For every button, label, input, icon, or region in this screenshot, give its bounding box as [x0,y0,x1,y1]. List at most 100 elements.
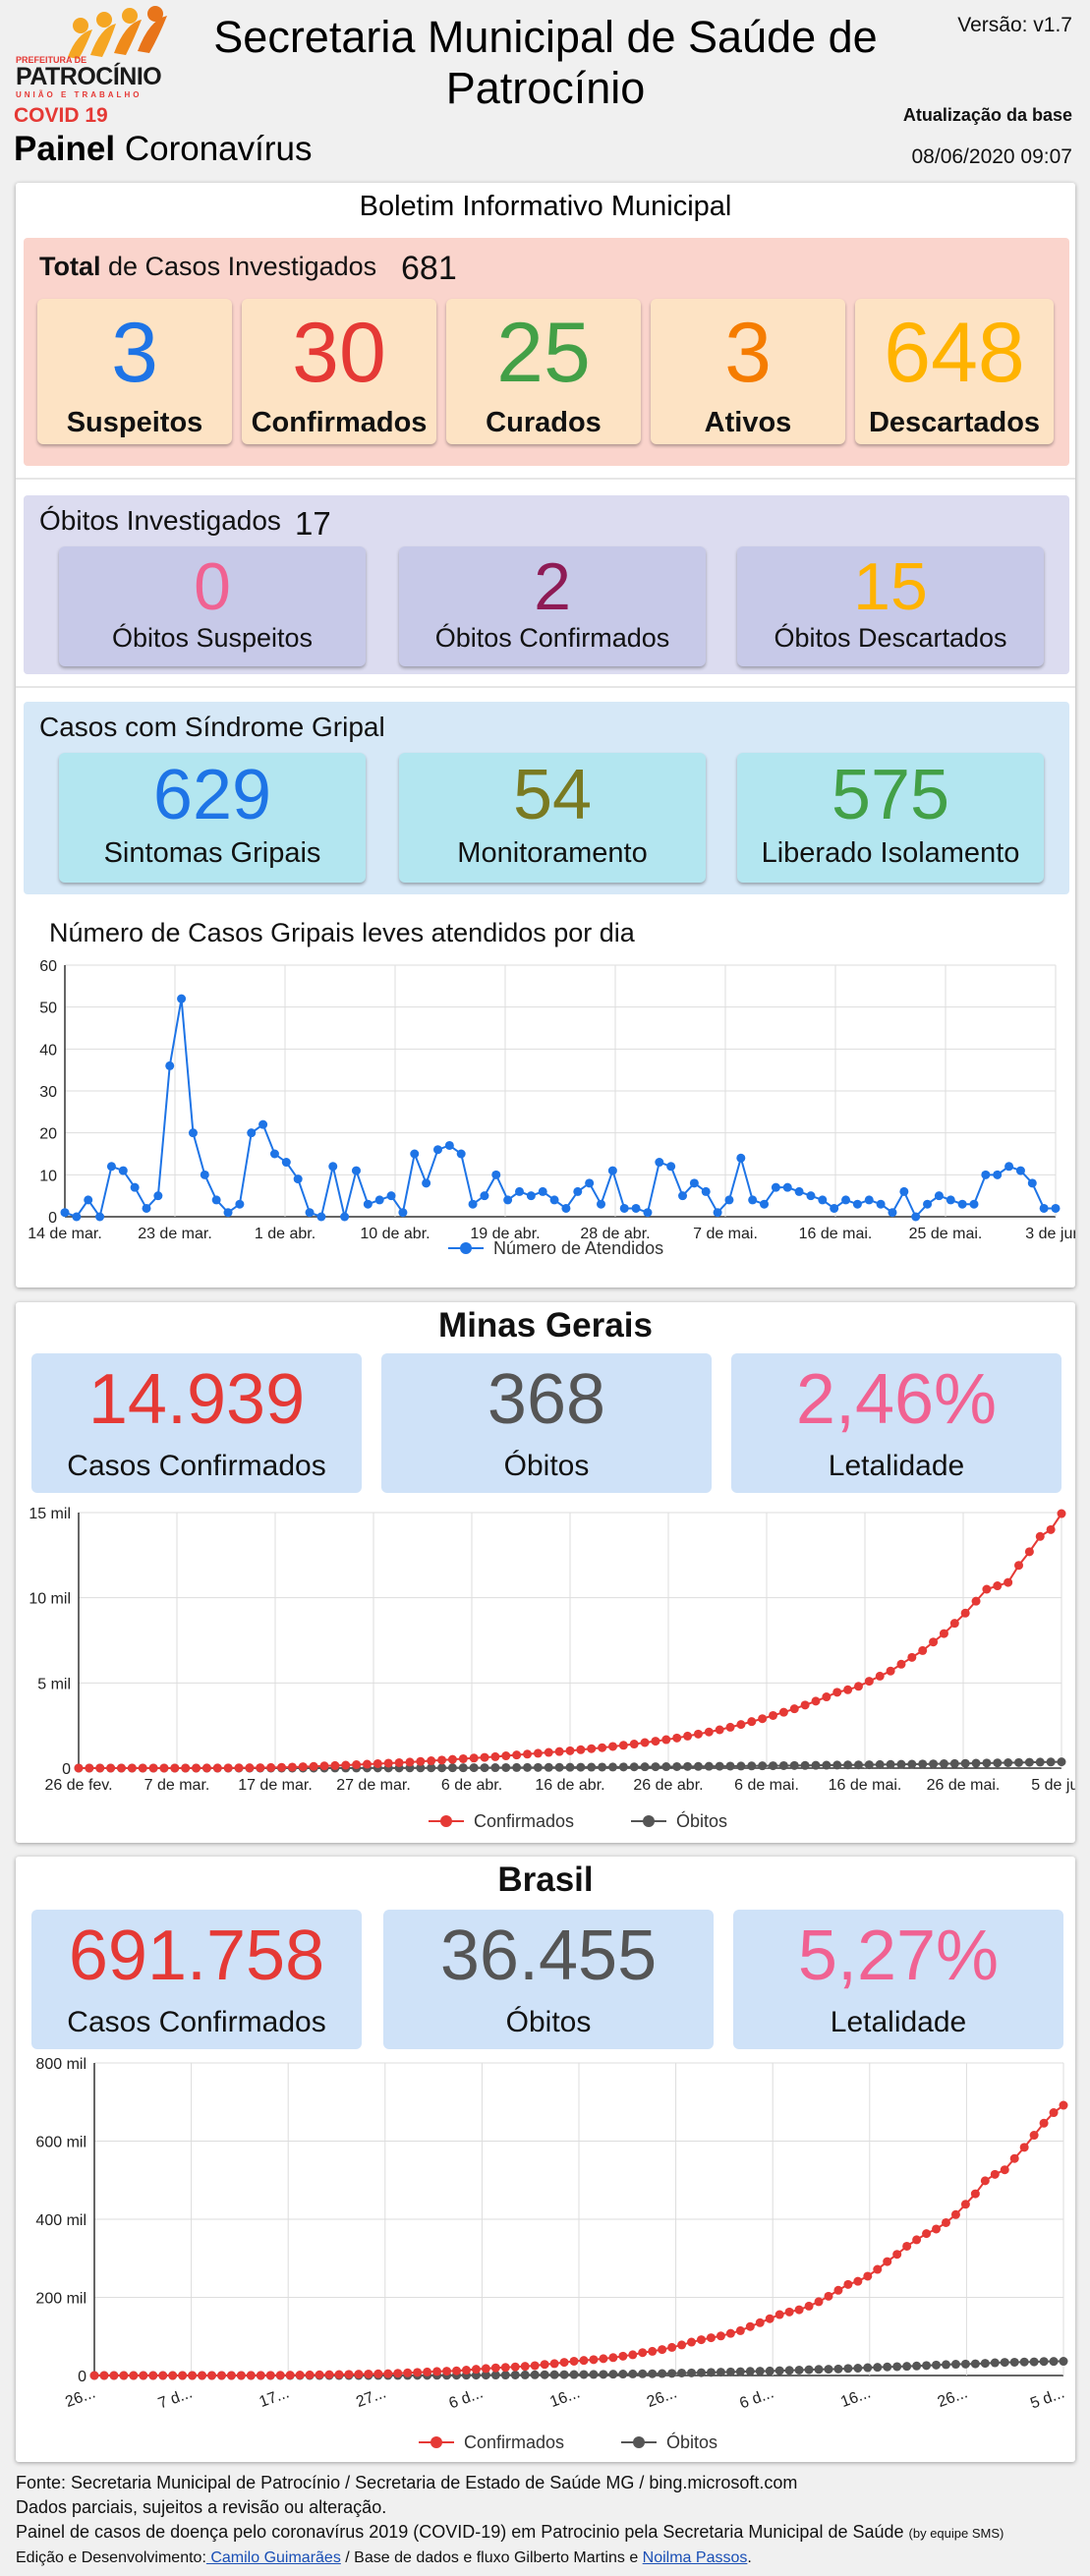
data-point [843,1760,853,1770]
br-card-letalidade-value: 5,27% [797,1917,1000,1995]
card-obitos-suspeitos-value: 0 [194,549,231,624]
x-tick-label: 10 de abr. [360,1226,430,1242]
legend-label: Confirmados [464,2433,564,2452]
data-point [236,2371,246,2380]
data-point [549,1195,559,1205]
data-point [1019,2357,1029,2367]
data-point [875,1671,885,1681]
data-point [706,2333,716,2343]
data-point [971,1596,981,1606]
y-tick-label: 400 mil [35,2212,86,2229]
data-point [619,1203,629,1213]
painel-title: Painel Coronavírus [14,130,312,169]
data-point [246,2371,256,2380]
data-point [559,2370,569,2379]
data-point [789,1704,799,1714]
data-point [223,1208,233,1218]
data-point [853,2276,863,2286]
data-point [852,1199,862,1209]
series-line-confirmados [94,2104,1064,2376]
data-point [716,2368,725,2377]
mg-card-obitos-value: 368 [487,1360,606,1439]
data-point [618,2351,628,2361]
data-point [640,1762,650,1772]
divider [16,686,1075,688]
x-tick-label: 16 de mai. [799,1226,873,1242]
sindrome-gripal-section: Casos com Síndrome Gripal 629 Sintomas G… [24,702,1069,894]
data-point [960,1758,970,1768]
data-point [559,2358,569,2368]
y-tick-label: 15 mil [29,1506,71,1522]
data-point [628,2350,638,2360]
br-card-obitos-label: Óbitos [505,2006,592,2038]
data-point [490,2371,500,2380]
br-card-obitos-value: 36.455 [439,1917,658,1995]
data-point [165,1060,175,1070]
data-point [1039,2357,1049,2367]
x-tick-label: 17 de mar. [238,1777,313,1794]
data-point [638,2348,648,2358]
card-curados-value: 25 [496,306,591,400]
mg-card-letalidade-value: 2,46% [795,1360,998,1439]
data-point [941,2360,950,2370]
chart-gripais: 0 10 20 30 40 50 60 14 de mar. 23 de mar. 1 de ab… [28,958,1075,1258]
data-point [458,1753,468,1763]
data-point [950,2209,960,2219]
data-point [672,1761,682,1771]
footer-link-noilma[interactable]: Noilma Passos [642,2549,748,2566]
data-point [843,2279,853,2289]
data-point [200,1170,209,1179]
data-point [1009,2153,1019,2163]
data-point [1024,1547,1034,1557]
data-point [309,1761,318,1771]
data-point [576,1745,586,1754]
data-point [651,1737,660,1746]
data-point [618,1762,628,1772]
data-point [471,2365,481,2375]
data-point [1046,1524,1056,1534]
data-point [148,2371,158,2380]
data-point [533,1762,543,1772]
x-tick-label: 23 de mar. [138,1226,212,1242]
y-tick-label: 800 mil [35,2056,86,2073]
legend-label: Óbitos [666,2432,717,2452]
data-point [456,1149,466,1159]
data-point [177,994,187,1003]
data-point [843,1685,853,1694]
painel-title-rest: Coronavírus [115,130,313,168]
data-point [950,2360,960,2370]
x-tick-label: 27 de mar. [336,1777,411,1794]
data-point [116,1763,126,1773]
data-point [393,2369,403,2378]
data-point [677,2368,687,2377]
legend-label: Óbitos [676,1810,727,1831]
data-point [234,1763,244,1773]
data-point [934,1191,944,1201]
data-point [643,1208,653,1218]
footer-credit-small: (by equipe SMS) [908,2526,1004,2541]
data-point [383,1758,393,1768]
data-point [341,1760,351,1770]
legend-swatch-dot [633,2436,645,2448]
data-point [683,1761,693,1771]
br-card-confirmados-value: 691.758 [68,1917,325,1995]
data-point [514,1186,524,1196]
data-point [383,2369,393,2378]
data-point [598,1743,607,1752]
data-point [573,1186,583,1196]
x-tick-label: 1 de abr. [255,1226,316,1242]
boletim-panel: Boletim Informativo Municipal Total de C… [16,183,1075,1288]
data-point [907,1759,917,1769]
card-suspeitos: 3 Suspeitos [37,299,232,444]
footer-link-camilo[interactable]: Camilo Guimarães [205,2549,341,2566]
data-point [687,2368,697,2377]
x-tick-label: 26... [63,2384,97,2411]
data-point [607,1742,617,1751]
card-confirmados-value: 30 [292,306,386,400]
footer-disclaimer: Dados parciais, sujeitos a revisão ou al… [16,2497,387,2517]
data-point [597,1199,606,1209]
data-point [804,2301,814,2311]
data-point [269,1149,279,1159]
br-card-letalidade: 5,27% Letalidade [733,1910,1063,2049]
br-card-obitos: 36.455 Óbitos [383,1910,714,2049]
